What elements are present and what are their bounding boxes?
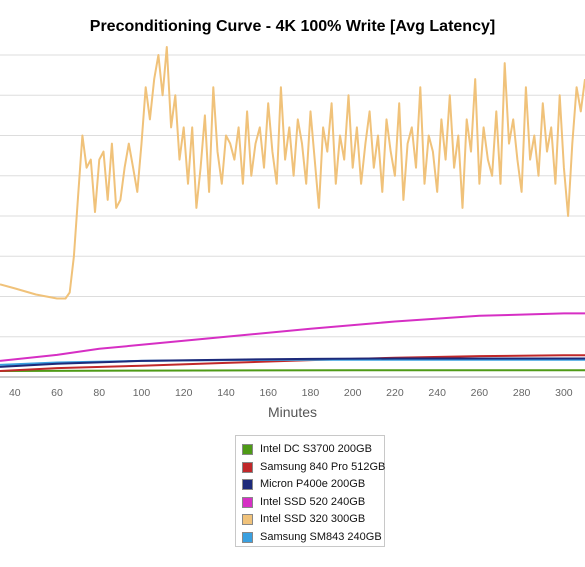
legend-swatch (242, 444, 253, 455)
x-tick-label: 300 (555, 387, 573, 399)
legend-label: Intel DC S3700 200GB (260, 443, 372, 455)
chart-title: Preconditioning Curve - 4K 100% Write [A… (89, 18, 496, 35)
series-line (0, 312, 585, 362)
legend-swatch (242, 461, 253, 473)
x-tick-label: 120 (175, 387, 193, 399)
legend: Intel DC S3700 200GB Samsung 840 Pro 512G… (235, 435, 385, 547)
legend-label: Intel SSD 520 240GB (260, 495, 366, 508)
series-line (0, 369, 585, 372)
x-tick-label: 140 (217, 387, 235, 399)
legend-label: Samsung SM843 240GB (260, 530, 382, 543)
series-line (0, 357, 585, 368)
x-tick-label: 160 (259, 387, 277, 399)
x-axis-label: Minutes (267, 404, 318, 420)
gridlines (0, 54, 585, 378)
x-tick-label: 40 (9, 387, 21, 399)
legend-swatch (242, 479, 253, 490)
legend-swatch (242, 496, 253, 508)
x-tick-label: 200 (344, 387, 362, 399)
legend-swatch (242, 531, 253, 543)
series-line (0, 46, 585, 300)
x-tick-label: 260 (471, 387, 489, 399)
plot-area: 40 60 80 100 120 140 160 180 200 220 240 260 280 300 (0, 46, 585, 399)
x-tick-labels: 40 60 80 100 120 140 160 180 200 220 240 260 280 300 (9, 387, 573, 399)
x-tick-label: 80 (93, 387, 105, 399)
x-tick-label: 60 (51, 387, 63, 399)
series-lines (0, 46, 585, 372)
x-tick-label: 280 (513, 387, 531, 399)
legend-label: Samsung 840 Pro 512GB (260, 460, 386, 473)
x-tick-label: 100 (133, 387, 151, 399)
legend-label: Intel SSD 320 300GB (260, 513, 366, 525)
x-tick-label: 180 (302, 387, 320, 399)
x-tick-label: 240 (428, 387, 446, 399)
legend-swatch (242, 514, 253, 525)
legend-label: Micron P400e 200GB (260, 478, 366, 490)
x-tick-label: 220 (386, 387, 404, 399)
